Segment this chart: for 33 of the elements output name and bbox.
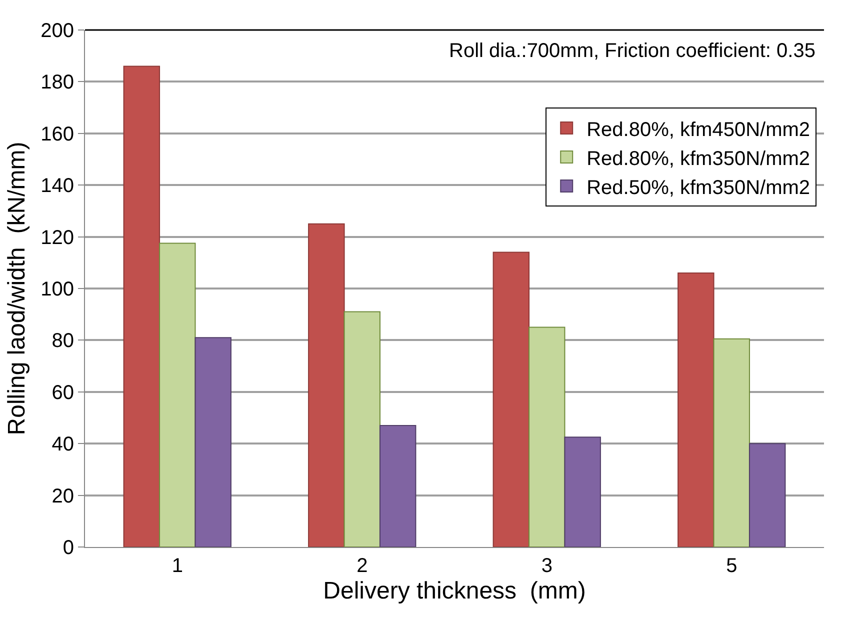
y-tick-label: 180 xyxy=(40,72,74,94)
bar xyxy=(713,338,750,547)
x-tick-label: 2 xyxy=(356,555,368,577)
y-tick-label: 200 xyxy=(40,20,74,42)
y-tick-label: 100 xyxy=(40,278,74,300)
legend-label: Red.80%, kfm450N/mm2 xyxy=(586,118,810,141)
bar xyxy=(123,66,160,547)
x-axis-title: Delivery thickness (mm) xyxy=(323,577,586,604)
bar xyxy=(564,436,601,547)
legend-label: Red.50%, kfm350N/mm2 xyxy=(586,176,810,199)
bar xyxy=(194,337,232,547)
x-tick-label: 5 xyxy=(726,555,738,577)
y-tick-label: 0 xyxy=(62,537,74,559)
bar xyxy=(308,223,345,547)
bar xyxy=(379,425,416,547)
y-tick-label: 20 xyxy=(52,485,74,508)
y-tick-label: 140 xyxy=(40,175,74,198)
y-tick-label: 160 xyxy=(40,123,74,146)
bar xyxy=(748,443,786,547)
y-tick-label: 120 xyxy=(40,226,74,249)
y-tick-label: 80 xyxy=(52,330,74,352)
bar xyxy=(344,311,380,547)
bar xyxy=(159,242,196,547)
bar xyxy=(678,272,714,547)
x-tick-label: 1 xyxy=(172,555,183,577)
x-tick-label: 3 xyxy=(541,555,552,577)
y-tick-label: 60 xyxy=(52,382,74,404)
annotation: Roll dia.:700mm, Friction coefficient: 0.35 xyxy=(449,40,816,62)
legend-label: Red.80%, kfm350N/mm2 xyxy=(586,148,810,170)
y-tick-label: 40 xyxy=(52,434,74,456)
bar xyxy=(492,252,530,547)
y-axis-title: Rolling laod/width (kN/mm) xyxy=(4,142,31,436)
bar xyxy=(528,326,566,547)
